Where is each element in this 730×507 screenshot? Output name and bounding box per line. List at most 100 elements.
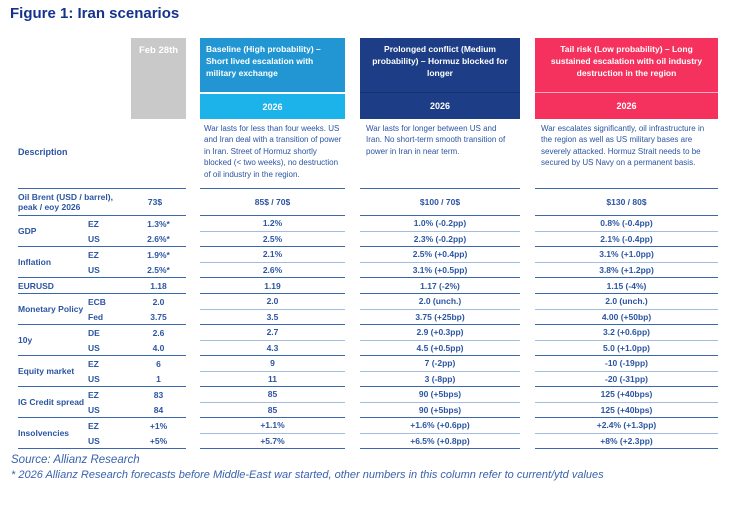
row-feb-cells: EZ 1.3%* US 2.6%* [88,216,186,246]
tail-value: 0.8% (-0.4pp) [600,218,653,229]
table-row: Equity market EZ 6 US 1 [18,355,186,386]
table-row: IG Credit spread EZ 83 US 84 [18,386,186,417]
feb-value: 73$ [147,197,163,207]
row-feb-cells: DE 2.6 US 4.0 [88,325,186,355]
prolonged-value: 3.75 (+25bp) [360,308,520,325]
row-sublabel: US [88,342,100,353]
row-sublabel: US [88,435,100,446]
row-feb-cells: 73$ [124,189,186,215]
row-sublabel: US [88,233,100,244]
table-row: +1.6% (+0.6pp) +6.5% (+0.8pp) [360,417,520,448]
row-feb-cells: 1.18 [88,278,186,293]
tail-value: 1.15 (-4%) [606,280,647,291]
table-row: Insolvencies EZ +1% US +5% [18,417,186,448]
feb-value: 2.6%* [147,233,170,244]
prolonged-value: +6.5% (+0.8pp) [360,432,520,449]
baseline-value: +5.7% [200,432,345,449]
baseline-value: 85 [200,401,345,418]
feb-cell: US 84 [88,402,186,417]
table-row: $100 / 70$ [360,188,520,215]
feb-value: 2.6 [152,327,165,338]
feb-cell: EZ 1.3%* [88,216,186,231]
table-row: 2.0 (unch.) 4.00 (+50bp) [535,293,718,324]
tail-value: 2.0 (unch.) [605,296,648,307]
table-row: 0.8% (-0.4pp) 2.1% (-0.4pp) [535,215,718,246]
table-row: 125 (+40bps) 125 (+40bps) [535,386,718,417]
table-row: 2.9 (+0.3pp) 4.5 (+0.5pp) [360,324,520,355]
tail-value: 3.2 (+0.6pp) [602,327,650,338]
feb-value: 1.3%* [147,218,170,229]
scenario-description-prolonged: War lasts for longer between US and Iran… [366,124,506,156]
baseline-value: 4.3 [200,339,345,356]
scenario-header-tail-risk: Tail risk (Low probability) – Long susta… [535,38,718,92]
tail-value: +8% (+2.3pp) [535,432,718,449]
feb-cell: EZ 6 [88,356,186,371]
tail-value: +2.4% (+1.3pp) [596,420,657,431]
baseline-value: 3.5 [200,308,345,325]
feb-value: 6 [156,358,161,369]
table-row: GDP EZ 1.3%* US 2.6%* [18,215,186,246]
tail-value: 5.0 (+1.0pp) [535,339,718,356]
tail-value: 125 (+40bps) [600,389,653,400]
baseline-value: 1.19 [264,280,281,291]
table-row: 2.1% 2.6% [200,246,345,277]
prolonged-value: 3.1% (+0.5pp) [360,261,520,278]
table-row: 2.7 4.3 [200,324,345,355]
year-bar-baseline: 2026 [200,94,345,119]
tail-risk-values-column: $130 / 80$ 0.8% (-0.4pp) 2.1% (-0.4pp) 3.1%… [535,188,718,449]
table-row: 2.0 (unch.) 3.75 (+25bp) [360,293,520,324]
feb-column-header: Feb 28th [131,38,186,119]
figure-title: Figure 1: Iran scenarios [10,5,180,22]
table-row: 3.1% (+1.0pp) 3.8% (+1.2pp) [535,246,718,277]
table-row: EURUSD 1.18 [18,277,186,293]
table-row: 90 (+5bps) 90 (+5bps) [360,386,520,417]
source-line: Source: Allianz Research [11,454,140,466]
row-label: 10y [18,335,33,345]
feb-cell: US 1 [88,371,186,386]
row-sublabel: Fed [88,311,104,322]
prolonged-value: 2.3% (-0.2pp) [360,230,520,247]
row-feb-cells: EZ 6 US 1 [88,356,186,386]
table-row: Oil Brent (USD / barrel), peak / eoy 202… [18,188,186,215]
row-feb-cells: EZ +1% US +5% [88,418,186,448]
tail-value: 4.00 (+50bp) [535,308,718,325]
baseline-value: +1.1% [260,420,285,431]
table-row: 3.2 (+0.6pp) 5.0 (+1.0pp) [535,324,718,355]
row-label: Oil Brent (USD / barrel), peak / eoy 202… [18,191,113,213]
prolonged-values-column: $100 / 70$ 1.0% (-0.2pp) 2.3% (-0.2pp) 2.5%… [360,188,520,449]
row-feb-cells: EZ 1.9%* US 2.5%* [88,247,186,277]
feb-cell: EZ +1% [88,418,186,433]
prolonged-value: 90 (+5bps) [418,389,462,400]
row-sublabel: US [88,264,100,275]
table-row: 1.2% 2.5% [200,215,345,246]
tail-value: 2.1% (-0.4pp) [535,230,718,247]
feb-value: 2.0 [152,296,165,307]
table-row: 2.5% (+0.4pp) 3.1% (+0.5pp) [360,246,520,277]
baseline-values-column: 85$ / 70$ 1.2% 2.5% 2.1% 2.6% 1.19 2.0 3.5 2.7 4.… [200,188,345,449]
feb-cell: US 2.5%* [88,262,186,277]
scenario-description-baseline: War lasts for less than four weeks. US a… [204,124,342,179]
prolonged-value: 4.5 (+0.5pp) [360,339,520,356]
footnote-line: * 2026 Allianz Research forecasts before… [11,469,604,481]
prolonged-value: 2.0 (unch.) [418,296,462,307]
feb-cell: US 4.0 [88,340,186,355]
table-row: 1.15 (-4%) [535,277,718,293]
feb-value: 4.0 [152,342,165,353]
table-row: 10y DE 2.6 US 4.0 [18,324,186,355]
feb-cell: DE 2.6 [88,325,186,340]
feb-cell: Fed 3.75 [88,309,186,324]
row-sublabel: US [88,373,100,384]
row-sublabel: EZ [88,218,99,229]
table-row: 1.0% (-0.2pp) 2.3% (-0.2pp) [360,215,520,246]
row-sublabel: US [88,404,100,415]
row-sublabel: EZ [88,249,99,260]
metrics-and-feb-values-column: Oil Brent (USD / barrel), peak / eoy 202… [18,188,186,449]
feb-value: 84 [153,404,164,415]
feb-cell: EZ 1.9%* [88,247,186,262]
feb-value: 1 [156,373,161,384]
scenario-description-tail-risk: War escalates significantly, oil infrast… [541,124,705,168]
baseline-value: 2.5% [200,230,345,247]
table-row: 7 (-2pp) 3 (-8pp) [360,355,520,386]
row-feb-cells: ECB 2.0 Fed 3.75 [88,294,186,324]
table-row: +2.4% (+1.3pp) +8% (+2.3pp) [535,417,718,448]
